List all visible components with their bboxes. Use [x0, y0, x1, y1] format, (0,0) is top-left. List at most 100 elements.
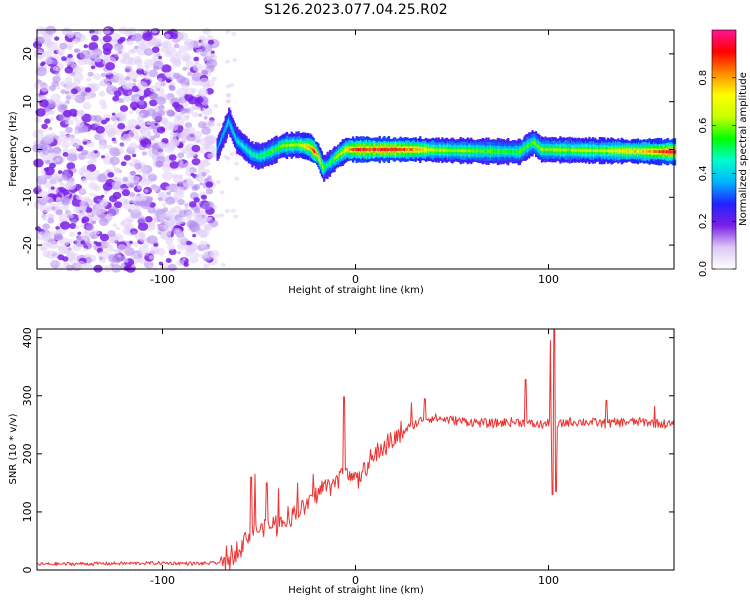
ridge-cell [377, 148, 380, 152]
noise-cell [147, 173, 158, 182]
noise-cell [165, 185, 172, 191]
noise-cell [148, 255, 155, 260]
noise-cell [123, 199, 130, 205]
noise-cell [51, 59, 58, 65]
noise-cell [206, 34, 214, 41]
ridge-cell [383, 148, 386, 151]
noise-cell [210, 50, 215, 55]
noise-cell [90, 65, 96, 70]
ridge-cell [435, 148, 438, 152]
noise-cell [119, 221, 125, 226]
noise-cell [67, 180, 74, 186]
ridge-cell [576, 149, 579, 152]
noise-cell [157, 77, 163, 82]
ridge-cell [609, 149, 612, 153]
ridge-cell [496, 150, 499, 153]
noise-cell [42, 223, 50, 230]
snr-x-tick-label: -100 [150, 574, 175, 587]
ridge-cell [411, 147, 414, 152]
noise-cell [201, 106, 213, 116]
noise-cell [33, 81, 42, 89]
noise-cell [203, 116, 208, 120]
ridge-cell [243, 145, 246, 149]
noise-cell [35, 45, 40, 49]
noise-cell [154, 133, 161, 139]
noise-cell [151, 28, 158, 34]
ridge-cell [529, 143, 532, 147]
noise-cell [85, 224, 95, 232]
noise-cell [169, 161, 179, 169]
ridge-cell [327, 163, 330, 166]
noise-cell [112, 191, 122, 200]
noise-cell [111, 112, 116, 116]
noise-cell [35, 185, 42, 191]
noise-cell [164, 71, 171, 78]
noise-cell [112, 123, 117, 127]
ridge-cell [298, 143, 301, 147]
noise-cell [129, 170, 136, 177]
ridge-cell [565, 148, 568, 152]
ridge-cell [341, 151, 344, 154]
noise-cell [56, 196, 61, 201]
ridge-cell [429, 148, 432, 152]
snr-x-tick-label: 0 [352, 574, 359, 587]
noise-cell [70, 88, 79, 95]
ridge-cell [369, 148, 372, 151]
ridge-cell [418, 148, 421, 152]
ridge-cell [277, 146, 281, 150]
snr-y-tick-label: 400 [21, 327, 34, 348]
noise-cell [229, 152, 235, 157]
noise-cell [186, 133, 196, 142]
noise-cell [65, 100, 70, 104]
ridge-cell [242, 144, 245, 148]
noise-cell [231, 31, 237, 36]
noise-cell [111, 181, 118, 187]
ridge-cell [385, 148, 388, 151]
noise-cell [142, 32, 153, 41]
spectrogram-y-tick-label: 20 [21, 47, 34, 61]
ridge-cell [641, 149, 644, 153]
noise-cell [80, 224, 85, 228]
noise-cell [35, 26, 47, 36]
ridge-cell [612, 149, 615, 153]
noise-cell [160, 47, 167, 53]
noise-cell [199, 148, 205, 154]
ridge-cell [614, 149, 618, 153]
noise-cell [158, 56, 163, 60]
noise-cell [104, 191, 108, 195]
ridge-cell [276, 147, 279, 151]
noise-cell [215, 180, 221, 185]
noise-cell [142, 242, 149, 248]
noise-cell [193, 184, 201, 190]
noise-cell [75, 260, 86, 270]
noise-cell [140, 127, 151, 137]
noise-cell [192, 62, 204, 72]
ridge-cell [272, 149, 275, 153]
noise-cell [112, 176, 118, 181]
noise-cell [41, 232, 53, 242]
noise-cell [60, 104, 67, 110]
noise-cell [170, 54, 182, 64]
noise-cell [105, 62, 116, 71]
noise-cell [198, 77, 210, 87]
noise-cell [98, 142, 108, 150]
ridge-cell [617, 149, 620, 153]
noise-cell [101, 119, 107, 125]
ridge-cell [258, 155, 261, 158]
noise-cell [233, 161, 239, 166]
noise-cell [138, 112, 144, 118]
noise-cell [119, 36, 126, 42]
ridge-cell [447, 149, 450, 152]
noise-cell [143, 74, 151, 80]
noise-cell [187, 46, 193, 51]
ridge-cell [304, 144, 307, 148]
noise-cell [47, 217, 55, 224]
ridge-cell [471, 149, 474, 153]
noise-cell [206, 243, 211, 248]
ridge-cell [443, 148, 446, 152]
noise-cell [177, 32, 189, 41]
ridge-cell [235, 136, 238, 140]
ridge-cell [455, 149, 458, 152]
ridge-cell [662, 150, 665, 154]
ridge-cell [299, 143, 303, 147]
